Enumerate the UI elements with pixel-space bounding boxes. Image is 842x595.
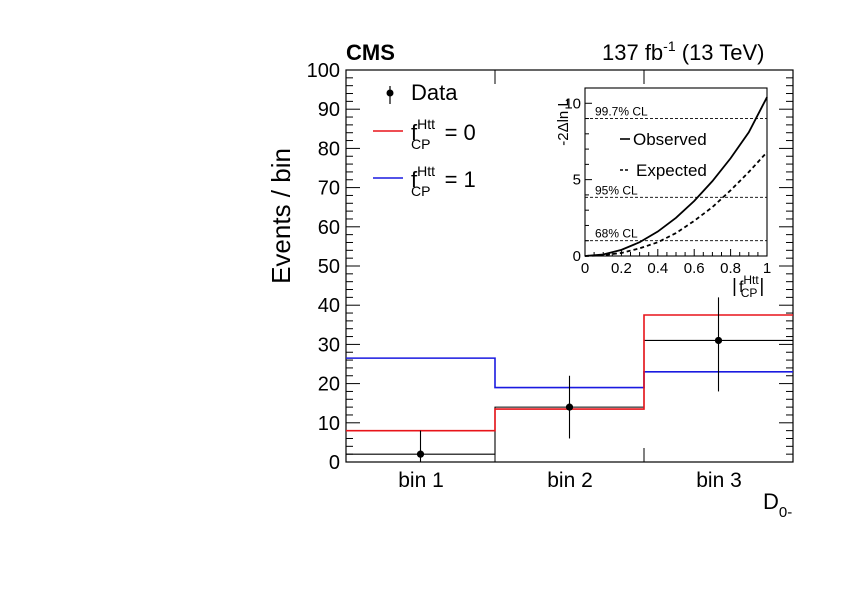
category-label-bin-3: bin 3 [696, 469, 742, 492]
y-tick-label: 10 [318, 413, 340, 435]
inset-cl-label: 68% CL [595, 227, 638, 241]
main-axis-ticks [346, 69, 793, 463]
y-tick-label: 0 [329, 452, 340, 474]
inset-x-tick-label: 0.4 [647, 260, 668, 277]
category-label-bin-2: bin 2 [547, 469, 593, 492]
inset-y-tick-label: 5 [573, 172, 581, 189]
inset-cl-label: 95% CL [595, 183, 638, 197]
main-x-axis-label: D0- [763, 489, 792, 521]
inset-x-tick-label: 0.6 [684, 260, 705, 277]
main-series-layer [346, 297, 793, 462]
inset-x-tick-label: 0.2 [611, 260, 632, 277]
inset-x-tick-label: 0 [581, 260, 589, 277]
inset-series-layer [584, 96, 768, 257]
legend-f0-label: fHtt CP = 0 [411, 116, 476, 152]
y-tick-label: 80 [318, 138, 340, 160]
y-tick-label: 90 [318, 99, 340, 121]
category-label-bin-1: bin 1 [398, 469, 444, 492]
y-tick-label: 50 [318, 256, 340, 278]
data-point [714, 336, 723, 345]
y-tick-label: 70 [318, 178, 340, 200]
y-tick-label: 40 [318, 295, 340, 317]
main-y-tick-labels: 0 10 20 30 40 50 60 70 80 90 100 [307, 60, 340, 474]
main-y-axis-label: Events / bin [266, 148, 296, 284]
inset-y-axis-label: -2Δln L [555, 98, 572, 146]
experiment-label: CMS [346, 40, 395, 65]
legend-data-label: Data [411, 80, 458, 105]
inset-x-tick-label: 0.8 [720, 260, 741, 277]
inset-x-tick-label: 1 [763, 260, 771, 277]
lumi-label: 137 fb-1 (13 TeV) [602, 38, 765, 65]
legend-f1-label: fHtt CP = 1 [411, 163, 476, 199]
inset-cl-label: 99.7% CL [595, 105, 648, 119]
y-tick-label: 100 [307, 60, 340, 82]
inset-y-tick-label: 10 [564, 95, 581, 112]
main-legend: Data fHtt CP = 0 fHtt CP = 1 [373, 80, 476, 199]
y-tick-label: 30 [318, 334, 340, 356]
data-point [416, 450, 425, 458]
inset-y-tick-label: 0 [573, 248, 581, 265]
inset-x-axis-label: | fHtt CP | [732, 273, 764, 300]
inset-legend-expected-label: Expected [636, 161, 707, 180]
y-tick-label: 60 [318, 217, 340, 239]
inset-cl-lines: 68% CL 95% CL 99.7% CL [585, 105, 767, 242]
data-point [565, 403, 574, 411]
inset-series-observed [584, 96, 768, 257]
y-tick-label: 20 [318, 374, 340, 396]
inset-legend-observed-label: Observed [633, 130, 707, 149]
inset-frame [584, 87, 768, 257]
inset-series-expected [584, 151, 768, 257]
legend-data-marker [386, 89, 394, 97]
